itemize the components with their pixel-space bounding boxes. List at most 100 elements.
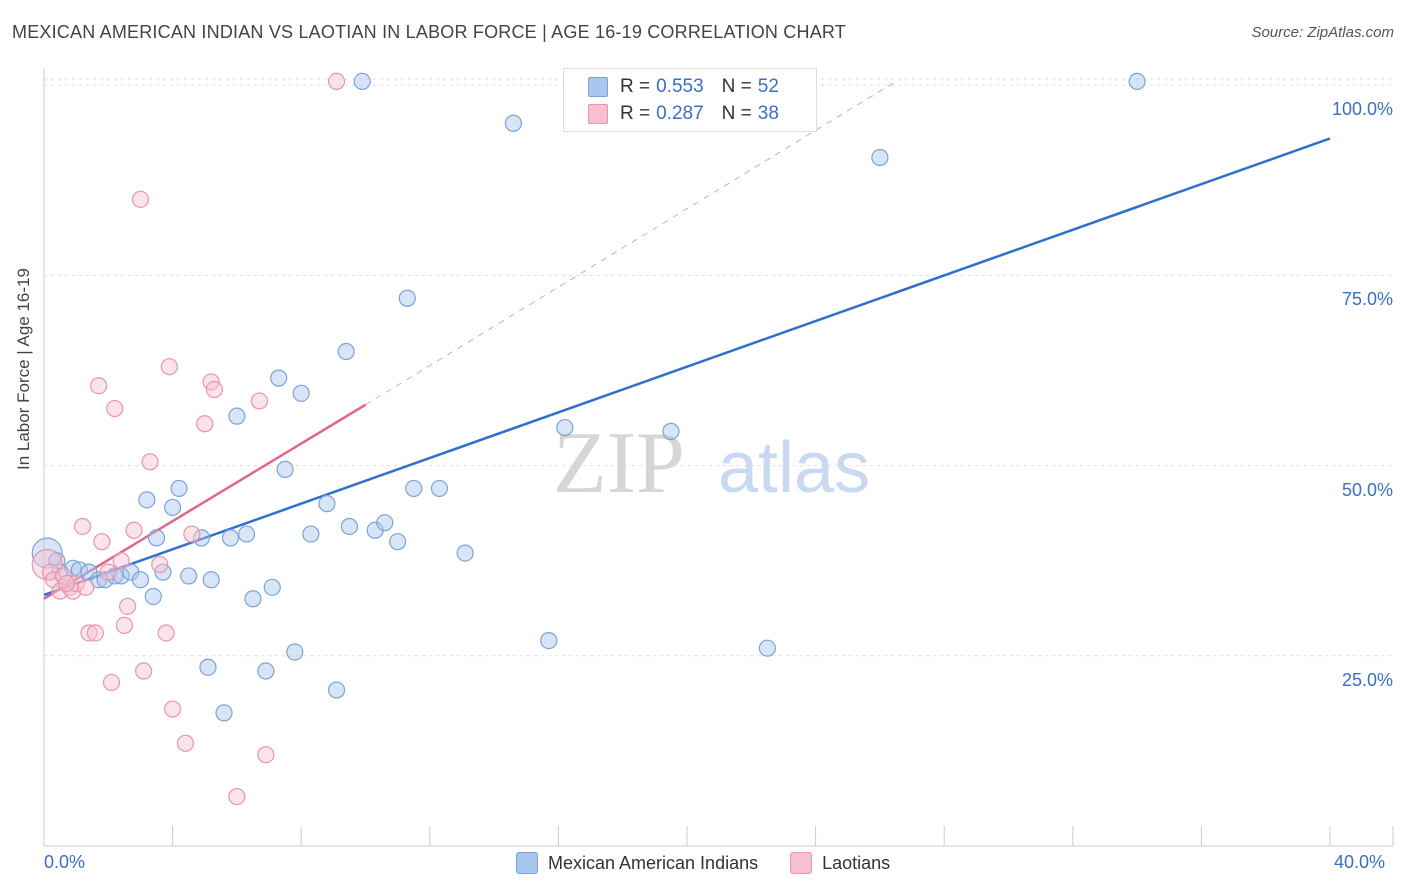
laotian-point — [77, 578, 95, 596]
mexican-american-indian-trend — [43, 137, 1331, 597]
y-tick-label: 100.0% — [1331, 99, 1393, 120]
mexican-american-indian-point — [215, 704, 233, 722]
source-label: Source: ZipAtlas.com — [1251, 24, 1394, 41]
laotian-point — [157, 624, 175, 642]
legend-r-value: 0.287 — [656, 103, 704, 124]
legend-swatch-pink — [790, 852, 813, 874]
mexican-american-indian-point — [257, 662, 275, 680]
legend-n-label: N = — [721, 76, 752, 97]
mexican-american-indian-point — [389, 533, 407, 551]
watermark-atlas: atlas — [718, 428, 870, 508]
mexican-american-indian-point — [430, 479, 449, 498]
mexican-american-indian-point — [164, 498, 182, 517]
mexican-american-indian-point — [131, 571, 150, 589]
mexican-american-indian-point — [456, 544, 474, 562]
laotian-point — [327, 72, 346, 91]
laotian-point — [141, 453, 159, 471]
grid — [44, 78, 1393, 657]
stats-legend: R = 0.553 N = 52 R = 0.287 N = 38 — [563, 68, 817, 132]
mexican-american-indian-point — [337, 342, 355, 361]
mexican-american-indian-point — [327, 681, 346, 699]
laotian-point — [196, 415, 214, 433]
legend-r-label: R = — [620, 76, 651, 97]
mexican-american-indian-point — [263, 578, 281, 596]
mexican-american-indian-point — [398, 289, 416, 307]
mexican-american-indian-point — [270, 369, 288, 387]
mexican-american-indian-point — [276, 460, 294, 479]
laotian-point — [176, 734, 195, 752]
mexican-american-indian-point — [758, 639, 776, 657]
laotian-point — [80, 624, 98, 642]
legend-swatch-pink — [588, 104, 608, 124]
mexican-american-indian-point — [318, 495, 336, 513]
mexican-american-indian-point — [340, 517, 359, 536]
mexican-american-indian-point — [244, 590, 262, 608]
legend-n-value: 52 — [757, 76, 779, 97]
mexican-american-indian-point — [662, 422, 680, 440]
trend-lines — [43, 80, 1331, 600]
mexican-american-indian-point — [405, 479, 423, 498]
mexican-american-indian-point — [147, 529, 166, 547]
mexican-american-indian-point — [871, 148, 889, 167]
laotian-point — [183, 525, 201, 543]
legend-item-label: Laotians — [822, 852, 891, 873]
laotian-point — [93, 533, 111, 551]
y-axis-label: In Labor Force | Age 16-19 — [14, 268, 33, 470]
mexican-american-indian-point — [237, 525, 256, 543]
chart-title: MEXICAN AMERICAN INDIAN VS LAOTIAN IN LA… — [12, 22, 846, 42]
legend-n-value: 38 — [757, 103, 779, 124]
laotian-point — [160, 358, 178, 376]
mexican-american-indian-point — [138, 491, 156, 509]
mexican-american-indian-point — [192, 529, 211, 547]
mexican-american-indian-point — [353, 72, 371, 91]
watermark: ZIP atlas — [553, 415, 870, 512]
laotian-point — [57, 574, 76, 593]
mexican-american-indian-point — [540, 631, 558, 650]
laotian-point — [228, 787, 246, 806]
laotian-point — [205, 380, 223, 399]
legend-r-value: 0.553 — [656, 76, 704, 97]
legend-item-laotian[interactable]: Laotians — [790, 852, 890, 874]
laotian-point — [118, 597, 137, 615]
legend-swatch-blue — [588, 77, 608, 97]
y-tick-label: 50.0% — [1341, 479, 1393, 500]
axes — [43, 68, 1394, 847]
series-legend: Mexican American Indians Laotians — [516, 852, 922, 874]
y-tick-label: 75.0% — [1341, 289, 1393, 310]
mexican-american-indian-point — [199, 658, 217, 676]
laotian-point — [86, 624, 105, 642]
laotian-point — [250, 392, 269, 410]
laotian-point — [99, 563, 117, 581]
mexican-american-indian-point — [504, 114, 522, 132]
mexican-american-indian-point — [180, 567, 198, 585]
legend-swatch-blue — [516, 852, 538, 874]
laotian-trend — [43, 403, 367, 600]
mexican-american-indian-point — [31, 537, 63, 569]
mexican-american-indian-point — [112, 567, 130, 585]
legend-row-laotian: R = 0.287 N = 38 — [588, 101, 779, 127]
x-tick-label-min: 0.0% — [44, 852, 86, 872]
legend-item-mexican[interactable]: Mexican American Indians — [516, 852, 758, 874]
laotian-point — [135, 662, 153, 680]
laotian-point — [257, 746, 275, 764]
laotian-point — [102, 673, 121, 692]
mexican-american-indian-point — [292, 384, 310, 402]
mexican-american-indian-point — [221, 529, 240, 547]
mexican-american-indian-point — [202, 571, 220, 589]
laotian-point — [112, 552, 130, 570]
laotian-point — [131, 190, 150, 208]
mexican-american-indian-point — [556, 418, 574, 437]
mexican-american-indian-point — [170, 479, 188, 498]
laotian-point — [125, 521, 143, 539]
y-tick-label: 25.0% — [1341, 669, 1393, 690]
mexican-american-indian-point — [376, 514, 394, 532]
laotian-point — [151, 555, 169, 574]
laotian-point — [164, 700, 182, 718]
laotian-point — [115, 616, 133, 634]
laotian-point — [90, 377, 108, 395]
legend-n-label: N = — [721, 103, 752, 124]
laotian-trend-extension — [365, 80, 897, 406]
x-tick-label-max: 40.0% — [1334, 852, 1386, 872]
mexican-american-indian-point — [302, 525, 320, 543]
